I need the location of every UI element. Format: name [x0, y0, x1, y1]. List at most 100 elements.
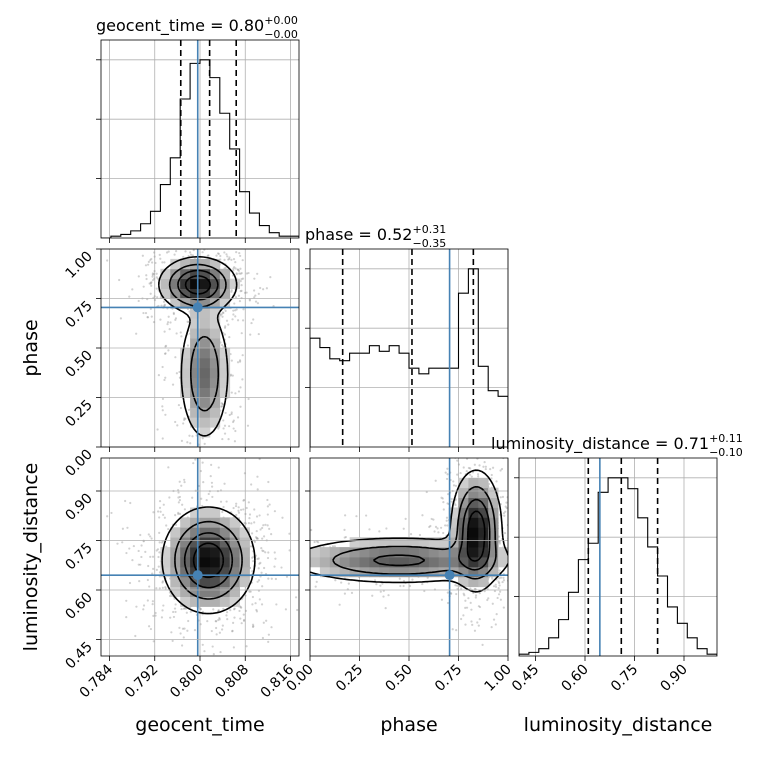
sample-point: [195, 485, 197, 487]
x-tick-label: 0.90: [657, 662, 690, 695]
sample-point: [240, 271, 243, 275]
density-cell: [458, 477, 469, 489]
sample-point: [274, 557, 277, 560]
sample-point: [233, 266, 236, 269]
sample-point: [149, 292, 152, 295]
sample-point: [227, 461, 229, 463]
sample-point: [467, 597, 470, 600]
sample-point: [489, 468, 492, 471]
density-cell: [209, 377, 221, 388]
sample-point: [261, 636, 265, 640]
sample-point: [235, 273, 238, 276]
sample-point: [239, 386, 242, 389]
sample-point: [219, 254, 222, 258]
sample-point: [156, 548, 160, 551]
sample-point: [347, 582, 350, 585]
sample-point: [490, 477, 493, 480]
sample-point: [504, 505, 507, 508]
sample-point: [230, 411, 233, 414]
sample-point: [527, 567, 529, 569]
sample-point: [106, 515, 109, 518]
sample-point: [250, 321, 253, 325]
sample-point: [199, 623, 202, 626]
density-cell: [200, 407, 211, 418]
sample-point: [203, 442, 206, 445]
sample-point: [131, 559, 134, 562]
sample-point: [144, 264, 148, 267]
sample-point: [233, 607, 236, 610]
density-cell: [200, 258, 211, 270]
sample-point: [225, 319, 229, 322]
sample-point: [436, 527, 439, 530]
sample-point: [161, 261, 164, 264]
density-cell: [160, 566, 171, 578]
sample-point: [223, 258, 226, 262]
sample-point: [172, 312, 175, 316]
density-cell: [200, 377, 211, 388]
sample-point: [402, 527, 405, 530]
sample-point: [160, 304, 163, 307]
density-cell: [190, 318, 201, 329]
contour-level-3: [466, 510, 486, 562]
density-cell: [438, 547, 449, 558]
sample-point: [408, 584, 412, 588]
density-cell: [458, 537, 469, 548]
density-cell: [409, 557, 420, 568]
density-cell: [428, 557, 440, 568]
density-cell: [209, 258, 221, 270]
sample-point: [371, 594, 374, 597]
density-cell: [468, 547, 479, 558]
sample-point: [158, 253, 161, 256]
density-cell: [200, 576, 211, 588]
sample-point: [262, 535, 266, 538]
sample-point: [183, 607, 186, 610]
density-cell: [219, 367, 231, 379]
sample-point: [234, 392, 237, 395]
sample-point: [296, 608, 299, 612]
sample-point: [153, 299, 157, 302]
sample-point: [233, 616, 236, 619]
density-cell: [219, 547, 231, 558]
sample-point: [251, 603, 254, 606]
sample-point: [266, 513, 269, 516]
sample-point: [505, 506, 508, 510]
sample-point: [161, 397, 165, 401]
sample-point: [189, 251, 192, 254]
sample-point: [258, 598, 261, 601]
sample-point: [494, 583, 497, 586]
sample-point: [153, 295, 156, 298]
sample-point: [158, 516, 161, 519]
density-cell: [190, 507, 201, 518]
sample-point: [266, 505, 269, 508]
density-cell: [200, 288, 211, 299]
sample-point: [177, 511, 180, 514]
sample-point: [152, 511, 155, 514]
sample-point: [515, 577, 517, 579]
density-cell: [418, 566, 430, 578]
sample-point: [498, 584, 501, 587]
sample-point: [178, 515, 180, 517]
sample-point: [231, 318, 234, 321]
sample-point: [497, 580, 500, 583]
density-cell: [448, 537, 459, 548]
sample-point: [266, 498, 269, 502]
density-cell: [190, 387, 201, 398]
sample-point: [193, 629, 197, 632]
density-cell: [399, 557, 410, 568]
sample-point: [151, 275, 154, 278]
y-tick-label: 1.00: [62, 249, 95, 282]
sample-point: [256, 272, 259, 275]
sample-point: [174, 523, 178, 526]
contour-level-0: [310, 469, 508, 593]
sample-point: [220, 656, 222, 658]
density-cell: [458, 497, 469, 508]
density-cell: [200, 357, 211, 369]
density-cell: [209, 328, 221, 339]
sample-point: [456, 473, 459, 476]
sample-point: [483, 455, 485, 457]
sample-point: [156, 510, 160, 513]
sample-point: [148, 585, 151, 588]
sample-point: [144, 311, 148, 315]
sample-point: [355, 515, 358, 518]
sample-point: [185, 479, 187, 481]
